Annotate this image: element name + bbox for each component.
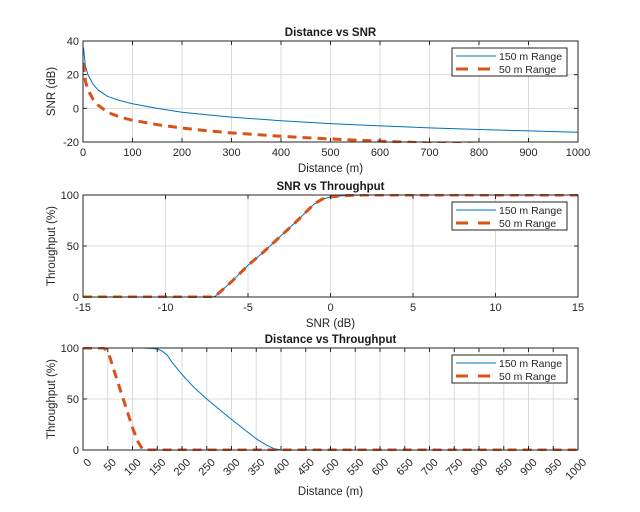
x-tick-label: 550 [345, 457, 366, 478]
x-tick-label: 300 [222, 147, 240, 159]
legend-box [451, 354, 568, 384]
y-tick-label: 0 [73, 292, 79, 304]
x-tick-label: 250 [196, 457, 217, 478]
x-tick-label: 50 [102, 457, 119, 474]
x-tick-label: 950 [543, 457, 564, 478]
series-line-150-m-range [83, 47, 578, 133]
x-tick-label: 500 [320, 457, 341, 478]
chart-title: Distance vs SNR [285, 27, 377, 39]
x-tick-label: 0 [327, 302, 333, 314]
x-axis-label: Distance (m) [298, 486, 363, 498]
y-tick-label: 0 [73, 103, 79, 115]
legend-label: 150 m Range [499, 358, 562, 370]
y-axis-label: Throughput (%) [46, 359, 58, 439]
y-tick-label: 100 [61, 343, 79, 355]
y-tick-label: 20 [67, 70, 79, 82]
legend-label: 150 m Range [499, 51, 562, 63]
x-axis-label: SNR (dB) [306, 318, 355, 330]
x-tick-label: 100 [122, 457, 143, 478]
legend-label: 50 m Range [499, 371, 556, 383]
x-tick-label: 150 [147, 457, 168, 478]
x-tick-label: -5 [243, 302, 253, 314]
y-tick-label: -20 [63, 137, 79, 149]
x-tick-label: 750 [444, 457, 465, 478]
legend-box [451, 201, 568, 231]
chart-title: SNR vs Throughput [277, 181, 385, 193]
x-tick-label: 800 [469, 457, 490, 478]
x-tick-label: 1000 [563, 457, 589, 483]
x-tick-label: 5 [410, 302, 416, 314]
x-tick-label: 300 [221, 457, 242, 478]
x-tick-label: 10 [489, 302, 501, 314]
chart-distance-vs-throughput: 0 50 100 150 200 250 300 350 400 450 500 550 600 650 7… [46, 334, 589, 498]
x-tick-label: 0 [80, 147, 86, 159]
x-tick-label: 900 [518, 457, 539, 478]
x-tick-label: 200 [172, 457, 193, 478]
x-tick-label: 450 [295, 457, 316, 478]
y-tick-label: 40 [67, 36, 79, 48]
x-tick-label: 650 [394, 457, 415, 478]
legend-label: 50 m Range [499, 64, 556, 76]
x-tick-label: 800 [470, 147, 488, 159]
x-tick-label: 200 [173, 147, 191, 159]
y-axis-label: Throughput (%) [46, 206, 58, 286]
x-tick-label: 100 [123, 147, 141, 159]
chart-distance-vs-snr: 0 100 200 300 400 500 600 700 800 900 1000-2002040… [46, 27, 590, 175]
x-axis-label: Distance (m) [298, 163, 363, 175]
x-tick-label: 400 [272, 147, 290, 159]
x-tick-label: 600 [370, 457, 391, 478]
x-tick-label: 0 [81, 457, 94, 470]
x-tick-label: 500 [321, 147, 339, 159]
chart-title: Distance vs Throughput [265, 334, 397, 346]
x-tick-label: 850 [493, 457, 514, 478]
legend-label: 150 m Range [499, 205, 562, 217]
y-axis-label: SNR (dB) [46, 67, 58, 116]
x-tick-label: 350 [246, 457, 267, 478]
legend-box [451, 47, 568, 77]
y-tick-label: 100 [61, 190, 79, 202]
x-tick-label: -10 [158, 302, 174, 314]
y-tick-label: 50 [67, 394, 79, 406]
x-tick-label: 700 [419, 457, 440, 478]
x-tick-label: 1000 [566, 147, 590, 159]
y-tick-label: 50 [67, 241, 79, 253]
y-tick-label: 0 [73, 445, 79, 457]
x-tick-label: 900 [519, 147, 537, 159]
chart-snr-vs-throughput: -15 -10 -5 0 5 10 15 0 50 100 SNR vs Throughput SNR… [46, 181, 584, 330]
legend-label: 50 m Range [499, 218, 556, 230]
x-tick-label: 600 [371, 147, 389, 159]
x-tick-label: 400 [271, 457, 292, 478]
series-line-50-m-range [83, 62, 479, 143]
x-tick-label: 15 [572, 302, 584, 314]
x-tick-label: -15 [75, 302, 91, 314]
x-tick-label: 700 [420, 147, 438, 159]
